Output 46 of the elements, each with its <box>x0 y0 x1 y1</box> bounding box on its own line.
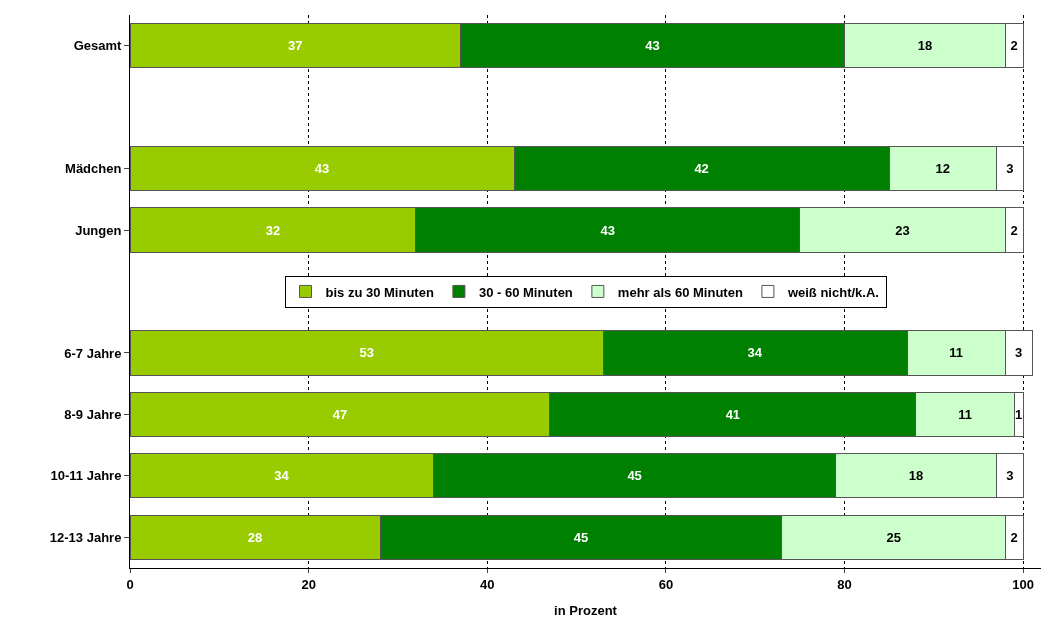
data-label: 25 <box>886 529 901 545</box>
legend-label: mehr als 60 Minuten <box>617 284 743 300</box>
data-label: 47 <box>332 406 348 422</box>
data-label: 11 <box>958 406 972 422</box>
data-label: 34 <box>274 468 290 484</box>
x-axis-title: in Prozent <box>554 603 618 618</box>
data-label: 34 <box>747 345 763 361</box>
data-label: 23 <box>895 222 910 238</box>
y-tick-label: Mädchen <box>65 161 122 177</box>
y-tick-label: Gesamt <box>73 38 123 54</box>
y-tick-label: 12-13 Jahre <box>49 529 122 545</box>
x-tick-label: 80 <box>837 576 852 592</box>
data-label: 2 <box>1010 529 1018 545</box>
x-tick-label: 40 <box>480 576 495 592</box>
data-label: 3 <box>1006 161 1014 177</box>
y-tick-label: 8-9 Jahre <box>64 406 122 422</box>
data-label: 2 <box>1010 38 1018 54</box>
legend-label: 30 - 60 Minuten <box>478 284 573 300</box>
legend-label: bis zu 30 Minuten <box>325 284 434 300</box>
data-label: 2 <box>1010 222 1018 238</box>
data-label: 45 <box>627 468 642 484</box>
x-tick-label: 0 <box>126 576 134 592</box>
data-label: 3 <box>1006 468 1014 484</box>
data-label: 45 <box>573 529 589 545</box>
data-label: 18 <box>917 38 933 54</box>
data-label: 32 <box>265 222 281 238</box>
x-tick-label: 20 <box>301 576 316 592</box>
y-tick-label: Jungen <box>75 222 122 238</box>
data-label: 3 <box>1015 345 1023 361</box>
data-label: 1 <box>1015 406 1023 422</box>
data-label: 28 <box>247 529 263 545</box>
x-tick-label: 60 <box>658 576 674 592</box>
data-label: 43 <box>645 38 660 54</box>
data-label: 43 <box>600 222 616 238</box>
data-label: 43 <box>314 161 330 177</box>
data-label: 53 <box>359 345 374 361</box>
data-label: 42 <box>694 161 709 177</box>
legend-label: weiß nicht/k.A. <box>786 284 879 300</box>
x-tick-label: 100 <box>1012 576 1034 592</box>
data-label: 41 <box>725 406 741 422</box>
data-label: 18 <box>908 468 924 484</box>
y-tick-label: 6-7 Jahre <box>64 345 122 361</box>
data-label: 12 <box>935 161 950 177</box>
data-label: 37 <box>288 38 303 54</box>
y-tick-label: 10-11 Jahre <box>50 468 122 484</box>
data-label: 11 <box>949 345 964 361</box>
